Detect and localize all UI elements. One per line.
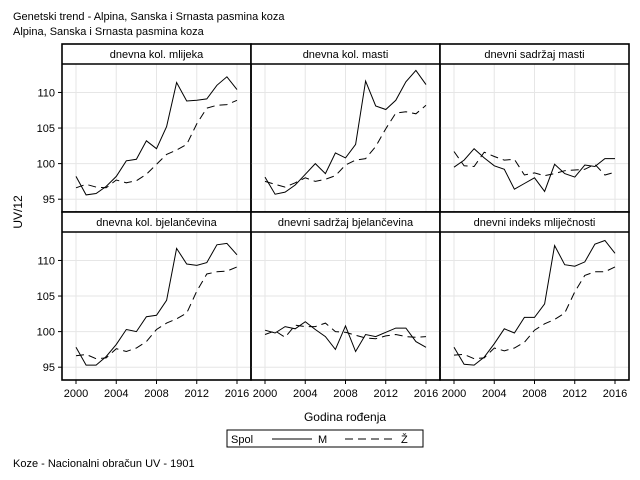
x-tick-label: 2008 bbox=[144, 388, 168, 400]
panel-title: dnevni indeks mliječnosti bbox=[474, 217, 596, 229]
panel-strip bbox=[440, 44, 629, 64]
series-line-z bbox=[453, 151, 616, 177]
series-line-m bbox=[264, 321, 427, 353]
panel-6: dnevni indeks mliječnosti 2000 2004 2008 201… bbox=[439, 211, 630, 400]
series-line-z bbox=[453, 266, 616, 360]
legend: Spol M Ž bbox=[226, 429, 424, 448]
y-tick-label: 105 bbox=[37, 123, 55, 135]
y-tick-label: 110 bbox=[37, 87, 55, 99]
x-tick-label: 2012 bbox=[374, 388, 398, 400]
x-tick-label: 2016 bbox=[414, 388, 438, 400]
x-tick-label: 2008 bbox=[333, 388, 357, 400]
legend-title: Spol bbox=[231, 434, 253, 446]
legend-box bbox=[226, 429, 424, 448]
legend-label-m: M bbox=[318, 434, 327, 446]
series-line-m bbox=[453, 147, 615, 193]
series-line-z bbox=[75, 266, 238, 360]
panel-1: dnevna kol. mlijeka 95 100 105 110 bbox=[37, 43, 252, 213]
y-tick-label: 105 bbox=[37, 291, 55, 303]
series-line-m bbox=[453, 239, 616, 366]
panel-title: dnevna kol. masti bbox=[303, 49, 389, 61]
x-tick-label: 2004 bbox=[104, 388, 128, 400]
y-tick-label: 100 bbox=[37, 159, 55, 171]
series-line-z bbox=[75, 99, 238, 189]
x-axis-label: Godina rođenja bbox=[304, 410, 386, 424]
panel-title: dnevna kol. mlijeka bbox=[110, 49, 204, 61]
series-line-m bbox=[75, 242, 238, 366]
legend-label-z: Ž bbox=[401, 433, 408, 446]
panel-strip bbox=[62, 212, 251, 232]
x-tick-label: 2016 bbox=[603, 388, 627, 400]
panel-strip bbox=[251, 44, 440, 64]
panel-title: dnevni sadržaj masti bbox=[484, 49, 584, 61]
panel-title: dnevna kol. bjelančevina bbox=[96, 217, 217, 229]
y-tick-label: 95 bbox=[43, 194, 55, 206]
y-tick-label: 110 bbox=[37, 255, 55, 267]
chart-title: Genetski trend - Alpina, Sanska i Srnast… bbox=[13, 11, 285, 23]
panel-strip bbox=[62, 44, 251, 64]
x-tick-label: 2000 bbox=[64, 388, 88, 400]
x-tick-label: 2004 bbox=[293, 388, 317, 400]
panel-title: dnevni sadržaj bjelančevina bbox=[278, 217, 414, 229]
x-tick-label: 2016 bbox=[225, 388, 249, 400]
y-tick-label: 95 bbox=[43, 362, 55, 374]
x-tick-label: 2004 bbox=[482, 388, 506, 400]
panel-4: dnevna kol. bjelančevina 95 100 105 110 2000 2… bbox=[37, 211, 252, 400]
panel-2: dnevna kol. masti bbox=[250, 43, 441, 213]
panel-strip bbox=[251, 212, 440, 232]
chart-subtitle: Alpina, Sanska i Srnasta pasmina koza bbox=[13, 26, 204, 38]
x-tick-label: 2000 bbox=[442, 388, 466, 400]
series-line-m bbox=[264, 69, 427, 195]
series-line-z bbox=[264, 322, 427, 340]
x-tick-label: 2012 bbox=[563, 388, 587, 400]
panel-5: dnevni sadržaj bjelančevina 2000 2004 2008 2… bbox=[250, 211, 441, 400]
x-tick-label: 2000 bbox=[253, 388, 277, 400]
panel-strip bbox=[440, 212, 629, 232]
y-axis-label: UV/12 bbox=[11, 195, 25, 229]
series-line-m bbox=[75, 76, 238, 196]
x-tick-label: 2008 bbox=[522, 388, 546, 400]
footnote: Koze - Nacionalni obračun UV - 1901 bbox=[13, 458, 195, 470]
series-line-z bbox=[264, 104, 427, 188]
y-tick-label: 100 bbox=[37, 327, 55, 339]
panel-3: dnevni sadržaj masti bbox=[439, 43, 630, 213]
x-tick-label: 2012 bbox=[185, 388, 209, 400]
